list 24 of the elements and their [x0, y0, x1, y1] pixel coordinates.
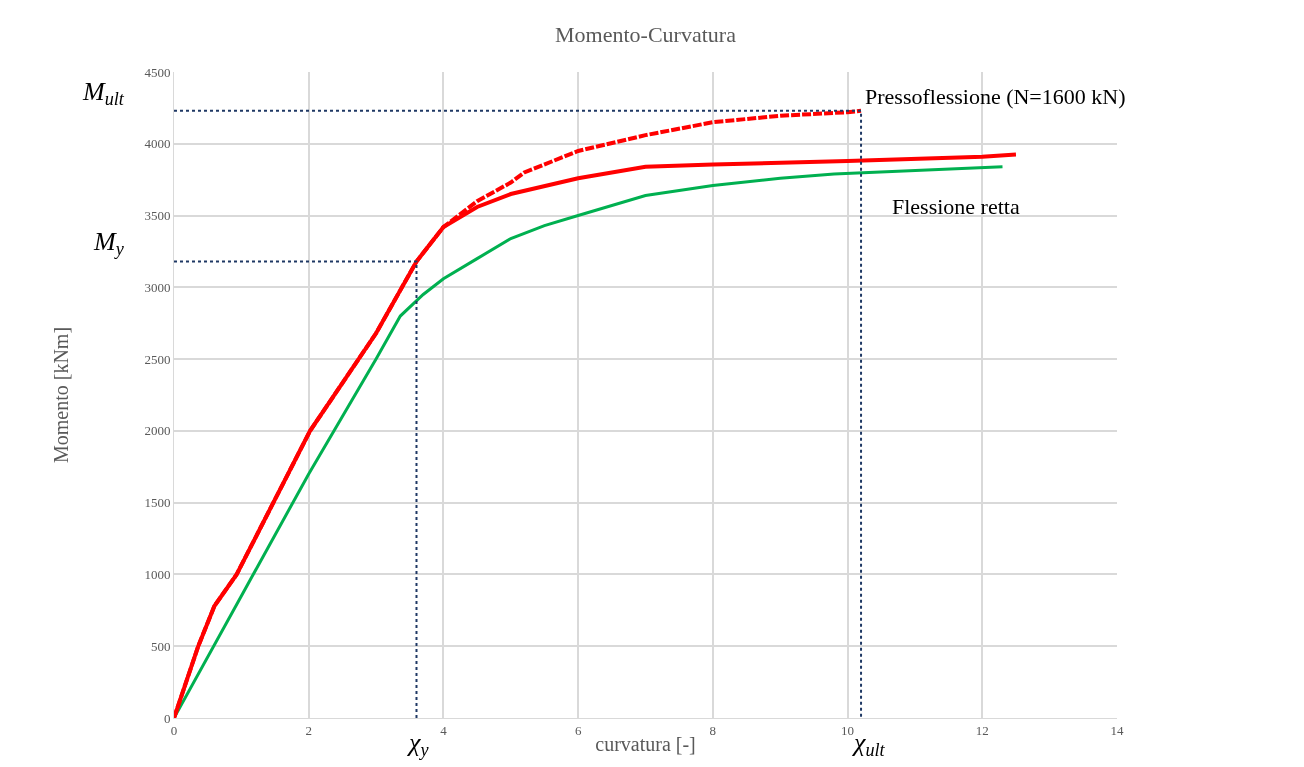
x-tick-label: 8	[709, 722, 717, 738]
y-tick-label: 2500	[144, 351, 171, 367]
x-tick-label: 12	[975, 722, 989, 738]
y-tick-label: 2000	[144, 423, 171, 439]
series-label: Pressoflessione (N=1600 kN)	[865, 84, 1126, 109]
y-tick-label: 1000	[144, 566, 171, 582]
x-axis-title: curvatura [-]	[595, 733, 696, 756]
x-tick-label: 6	[574, 722, 582, 738]
x-tick-label: 2	[305, 722, 312, 738]
y-tick-label: 0	[163, 710, 171, 726]
y-tick-label: 4000	[144, 136, 171, 152]
text: χ$_{y}$	[406, 728, 430, 761]
y-tick-label: 4500	[144, 64, 171, 80]
y-tick-label: 500	[150, 638, 171, 654]
x-tick-label: 4	[440, 722, 448, 738]
text: M$_{y}$	[93, 227, 125, 260]
x-tick-label: 14	[1110, 722, 1124, 738]
y-tick-label: 3000	[144, 279, 171, 295]
y-tick-label: 1500	[144, 495, 171, 511]
series-label: Flessione retta	[892, 194, 1020, 219]
text: M$_{ult}$	[82, 77, 125, 110]
y-axis-title: Momento [kNm]	[49, 326, 72, 464]
chart-title: Momento-Curvatura	[555, 22, 737, 48]
y-tick-label: 3500	[144, 208, 171, 224]
